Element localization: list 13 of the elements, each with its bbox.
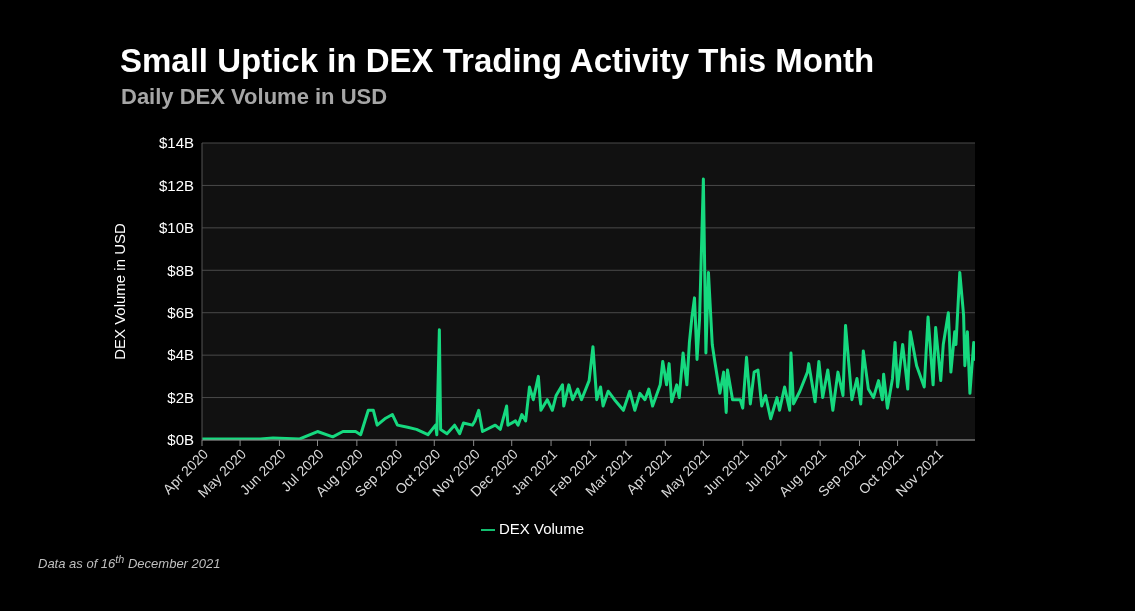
y-tick-label: $12B	[158, 176, 194, 194]
y-tick-label: $0B	[167, 431, 194, 449]
y-tick-label: $8B	[167, 261, 194, 279]
chart-title: Small Uptick in DEX Trading Activity This Month	[120, 42, 875, 80]
y-tick-label: $4B	[167, 346, 194, 364]
y-tick-label: $6B	[167, 304, 194, 322]
y-tick-label: $2B	[167, 388, 194, 406]
text: Data as of 16$^{th}$ December 2021	[38, 552, 221, 574]
legend-label: DEX Volume	[498, 520, 585, 537]
y-tick-label: $10B	[158, 219, 194, 237]
chart-subtitle: Daily DEX Volume in USD	[121, 84, 388, 110]
y-axis-title: DEX Volume in USD	[111, 222, 129, 360]
y-tick-label: $14B	[158, 134, 194, 152]
